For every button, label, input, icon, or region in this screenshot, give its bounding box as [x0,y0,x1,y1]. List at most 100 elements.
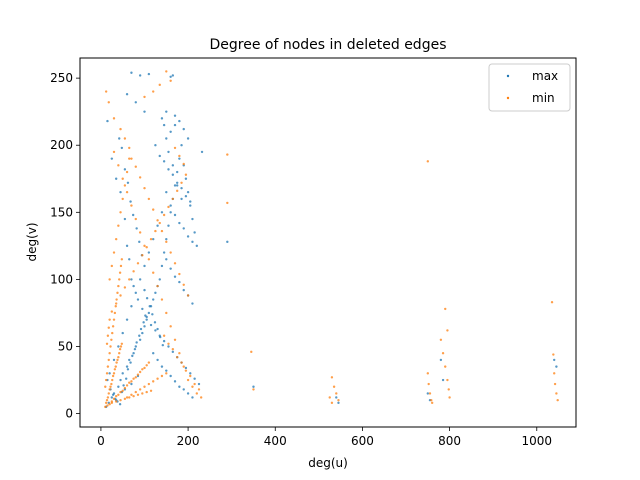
point-min [104,90,108,93]
point-max [117,345,120,348]
y-tick-label: 50 [58,339,73,353]
point-min [123,137,127,140]
point-max [252,385,255,388]
legend: max min [488,63,571,112]
point-max [337,401,340,405]
point-max [125,377,128,380]
point-min [156,284,159,288]
point-min [110,264,114,268]
point-max [160,211,164,214]
point-max [165,190,168,194]
point-max [169,267,172,270]
point-min [114,305,117,308]
series-min [104,70,559,409]
point-min [106,396,110,399]
point-max [145,315,148,319]
point-max [441,378,445,382]
point-min [186,378,190,382]
point-max [143,288,146,292]
point-min [330,376,334,379]
legend-label-max: max [532,69,558,83]
point-max [138,240,141,244]
y-axis-label: deg(v) [25,222,39,261]
point-min [165,70,168,73]
point-min [552,353,555,356]
point-min [178,352,181,355]
y-axis-ticks: 0 50 100 150 200 250 [50,71,80,421]
point-max [130,305,133,308]
point-min [335,392,338,395]
point-min [178,154,181,158]
chart-title: Degree of nodes in deleted edges [210,37,447,53]
point-min [110,401,114,405]
point-max [125,318,129,321]
point-min [119,398,122,402]
point-max [178,280,181,284]
point-max [134,101,137,104]
point-min [134,217,137,221]
point-min [123,386,127,390]
point-max [186,190,190,194]
point-max [178,119,181,123]
point-max [189,204,192,207]
point-min [182,162,185,166]
point-min [114,237,118,241]
point-min [169,79,172,83]
point-max [121,372,124,375]
point-min [114,365,117,368]
point-max [122,384,125,387]
point-min [107,101,110,104]
point-max [151,313,154,316]
point-min [197,388,201,391]
point-max [143,264,146,268]
point-max [171,164,175,167]
point-min [156,377,159,380]
point-max [165,110,168,113]
point-min [138,231,142,234]
point-max [180,197,183,201]
point-max [178,157,181,160]
point-min [114,394,118,398]
point-min [110,338,113,341]
point-min [117,224,120,227]
point-max [191,217,194,221]
point-max [152,237,155,241]
point-min [112,150,116,154]
point-min [145,364,148,367]
point-min [250,350,253,354]
point-max [156,358,159,362]
point-max [426,392,430,395]
point-max [143,110,146,113]
point-min [130,157,133,160]
point-min [169,251,172,254]
point-max [129,200,132,203]
point-min [115,298,118,301]
point-max [135,227,138,230]
point-max [126,368,130,371]
point-min [119,345,123,348]
point-min [113,311,117,315]
point-max [186,235,190,238]
point-max [153,321,157,324]
point-min [108,318,111,321]
point-max [171,173,175,176]
point-min [165,372,168,375]
point-min [141,368,144,371]
point-max [118,137,121,140]
point-max [138,334,141,337]
point-min [178,272,181,276]
point-max [134,291,137,295]
point-max [191,302,194,305]
point-min [147,382,151,386]
point-min [134,165,137,168]
point-max [123,217,127,221]
point-max [167,224,170,227]
point-max [130,382,133,386]
point-max [186,392,190,395]
point-max [158,278,161,281]
point-min [117,393,120,396]
point-max [145,318,148,321]
point-min [173,146,177,150]
point-min [116,358,119,362]
point-max [106,119,109,123]
